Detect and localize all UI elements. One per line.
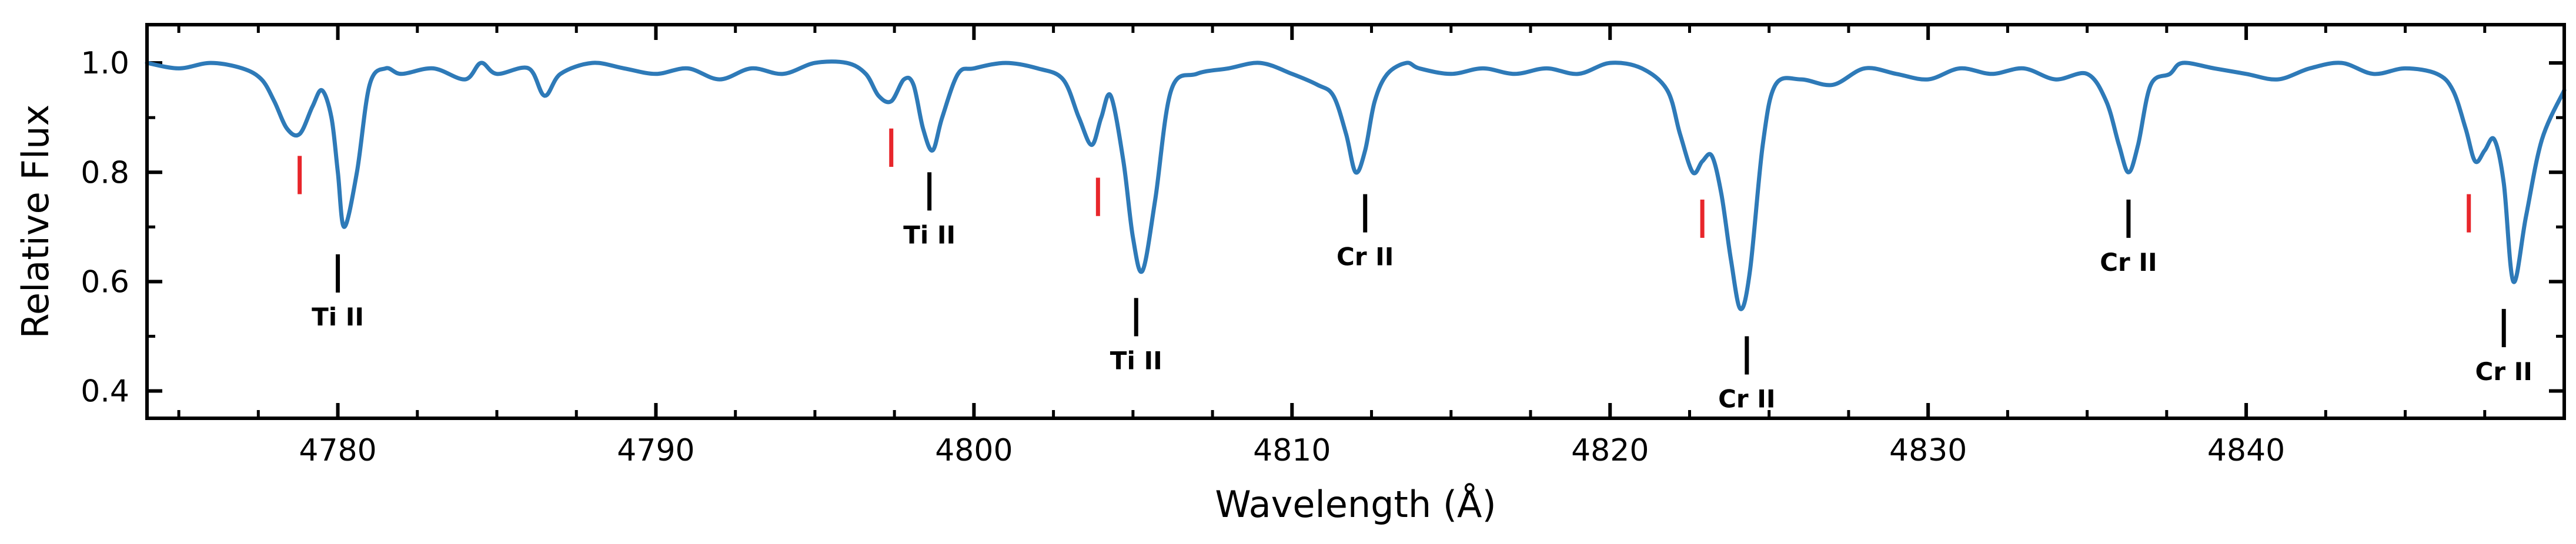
x-tick-label: 4800 bbox=[935, 433, 1013, 468]
y-tick-label: 0.8 bbox=[81, 155, 129, 190]
line-id-label: Cr II bbox=[2100, 248, 2157, 277]
x-axis-label: Wavelength (Å) bbox=[1215, 483, 1496, 526]
y-tick-label: 1.0 bbox=[81, 46, 129, 81]
line-id-label: Cr II bbox=[1337, 243, 1394, 271]
line-id-label: Cr II bbox=[1718, 385, 1775, 414]
y-axis-label: Relative Flux bbox=[14, 105, 57, 339]
line-id-label: Ti II bbox=[1110, 346, 1162, 375]
series-layer bbox=[145, 59, 2567, 311]
y-tick-label: 0.6 bbox=[81, 264, 129, 300]
axis-ticks bbox=[147, 25, 2566, 418]
plot-frame bbox=[145, 23, 2566, 420]
line-id-label: Cr II bbox=[2475, 357, 2532, 386]
spectrum-line bbox=[145, 59, 2567, 311]
line-id-label: Ti II bbox=[312, 303, 364, 331]
y-tick-label: 0.4 bbox=[81, 374, 129, 409]
x-tick-label: 4790 bbox=[617, 433, 694, 468]
line-id-label: Ti II bbox=[903, 220, 955, 249]
x-tick-label: 4820 bbox=[1571, 433, 1649, 468]
x-tick-label: 4840 bbox=[2207, 433, 2285, 468]
x-tick-label: 4830 bbox=[1889, 433, 1967, 468]
axis-tick-labels: 4780 4790 4800 4810 4820 4830 4840 0.4 0.6 0.8 1.0 bbox=[81, 46, 2285, 468]
x-tick-label: 4810 bbox=[1253, 433, 1331, 468]
line-markers-layer: Ti II Ti II Ti II Cr II Cr II Cr II Cr II bbox=[298, 128, 2532, 414]
x-tick-label: 4780 bbox=[299, 433, 376, 468]
